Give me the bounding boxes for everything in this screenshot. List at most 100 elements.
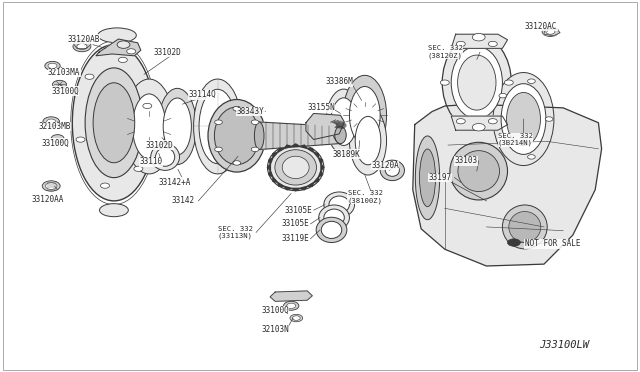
Ellipse shape xyxy=(268,144,324,190)
Ellipse shape xyxy=(331,98,356,145)
Circle shape xyxy=(42,181,60,191)
Text: 33120AC: 33120AC xyxy=(525,22,557,31)
Polygon shape xyxy=(273,177,278,182)
Circle shape xyxy=(77,44,87,49)
Circle shape xyxy=(488,41,497,46)
Text: SEC. 332
(33113N): SEC. 332 (33113N) xyxy=(218,226,253,239)
Polygon shape xyxy=(278,148,284,153)
Circle shape xyxy=(292,316,300,320)
Ellipse shape xyxy=(335,126,346,144)
Circle shape xyxy=(504,80,513,85)
Circle shape xyxy=(118,57,127,62)
Ellipse shape xyxy=(324,209,344,226)
Text: 33114Q: 33114Q xyxy=(189,90,216,99)
Circle shape xyxy=(290,314,303,322)
Ellipse shape xyxy=(502,205,547,249)
Text: 32103MA: 32103MA xyxy=(48,68,81,77)
Circle shape xyxy=(456,41,465,46)
Polygon shape xyxy=(321,164,324,171)
Text: SEC. 332
(38120Z): SEC. 332 (38120Z) xyxy=(428,45,463,59)
Text: J33100LW: J33100LW xyxy=(539,340,589,350)
Text: SEC. 332
(3B214N): SEC. 332 (3B214N) xyxy=(498,133,533,146)
Ellipse shape xyxy=(158,89,196,164)
Circle shape xyxy=(85,74,94,79)
Circle shape xyxy=(143,103,152,109)
Ellipse shape xyxy=(380,160,404,180)
Ellipse shape xyxy=(282,156,309,179)
Text: 33120AA: 33120AA xyxy=(32,195,65,203)
Polygon shape xyxy=(269,158,273,164)
Circle shape xyxy=(252,120,259,124)
Ellipse shape xyxy=(85,68,143,177)
Circle shape xyxy=(527,155,535,159)
Ellipse shape xyxy=(72,45,156,201)
Circle shape xyxy=(134,166,143,171)
Polygon shape xyxy=(284,186,292,190)
Polygon shape xyxy=(269,171,273,177)
Polygon shape xyxy=(413,104,602,266)
Ellipse shape xyxy=(124,79,174,174)
Ellipse shape xyxy=(324,192,355,217)
Text: 33102D: 33102D xyxy=(154,48,181,57)
Ellipse shape xyxy=(326,89,362,154)
Circle shape xyxy=(488,119,497,124)
Circle shape xyxy=(52,80,67,89)
Text: SEC. 332
(38100Z): SEC. 332 (38100Z) xyxy=(348,190,383,204)
Circle shape xyxy=(527,79,535,83)
Ellipse shape xyxy=(156,148,175,166)
Circle shape xyxy=(100,183,109,188)
Circle shape xyxy=(284,301,299,310)
Text: 33105E: 33105E xyxy=(282,219,309,228)
Ellipse shape xyxy=(208,99,266,172)
Polygon shape xyxy=(292,144,300,147)
Text: 33119E: 33119E xyxy=(282,234,309,243)
Ellipse shape xyxy=(329,196,349,213)
Ellipse shape xyxy=(349,86,380,144)
Text: 33102D: 33102D xyxy=(146,141,173,150)
Circle shape xyxy=(499,140,507,145)
Circle shape xyxy=(545,117,553,121)
Polygon shape xyxy=(306,113,344,140)
Polygon shape xyxy=(96,39,141,56)
Polygon shape xyxy=(278,182,284,186)
Polygon shape xyxy=(284,145,292,148)
Text: 33386M: 33386M xyxy=(325,77,353,86)
Circle shape xyxy=(127,49,136,54)
Polygon shape xyxy=(544,29,560,36)
Ellipse shape xyxy=(275,150,317,185)
Polygon shape xyxy=(307,182,314,186)
Ellipse shape xyxy=(319,205,349,230)
Circle shape xyxy=(233,161,241,165)
Text: NOT FOR SALE: NOT FOR SALE xyxy=(525,239,580,248)
Circle shape xyxy=(73,41,91,52)
Polygon shape xyxy=(259,122,339,150)
Ellipse shape xyxy=(199,89,236,164)
Text: 33105E: 33105E xyxy=(285,206,312,215)
Ellipse shape xyxy=(321,221,342,238)
Ellipse shape xyxy=(355,116,381,165)
Text: 33110: 33110 xyxy=(140,157,163,166)
Ellipse shape xyxy=(214,107,259,164)
Circle shape xyxy=(47,119,56,124)
Text: 33142+A: 33142+A xyxy=(159,178,191,187)
Text: 33100Q: 33100Q xyxy=(261,306,289,315)
Ellipse shape xyxy=(98,28,136,43)
Ellipse shape xyxy=(458,151,500,192)
Ellipse shape xyxy=(93,83,135,163)
Circle shape xyxy=(508,239,520,246)
Circle shape xyxy=(48,63,57,68)
Polygon shape xyxy=(292,188,300,191)
Ellipse shape xyxy=(493,73,554,166)
Polygon shape xyxy=(314,153,319,158)
Circle shape xyxy=(45,183,57,189)
Polygon shape xyxy=(307,148,314,153)
Text: 33155N: 33155N xyxy=(307,103,335,112)
Text: 33120A: 33120A xyxy=(371,161,399,170)
Circle shape xyxy=(117,41,130,48)
Ellipse shape xyxy=(99,203,128,217)
Circle shape xyxy=(472,124,485,131)
Ellipse shape xyxy=(151,144,179,170)
Circle shape xyxy=(76,137,85,142)
Circle shape xyxy=(287,303,296,308)
Ellipse shape xyxy=(442,35,511,130)
